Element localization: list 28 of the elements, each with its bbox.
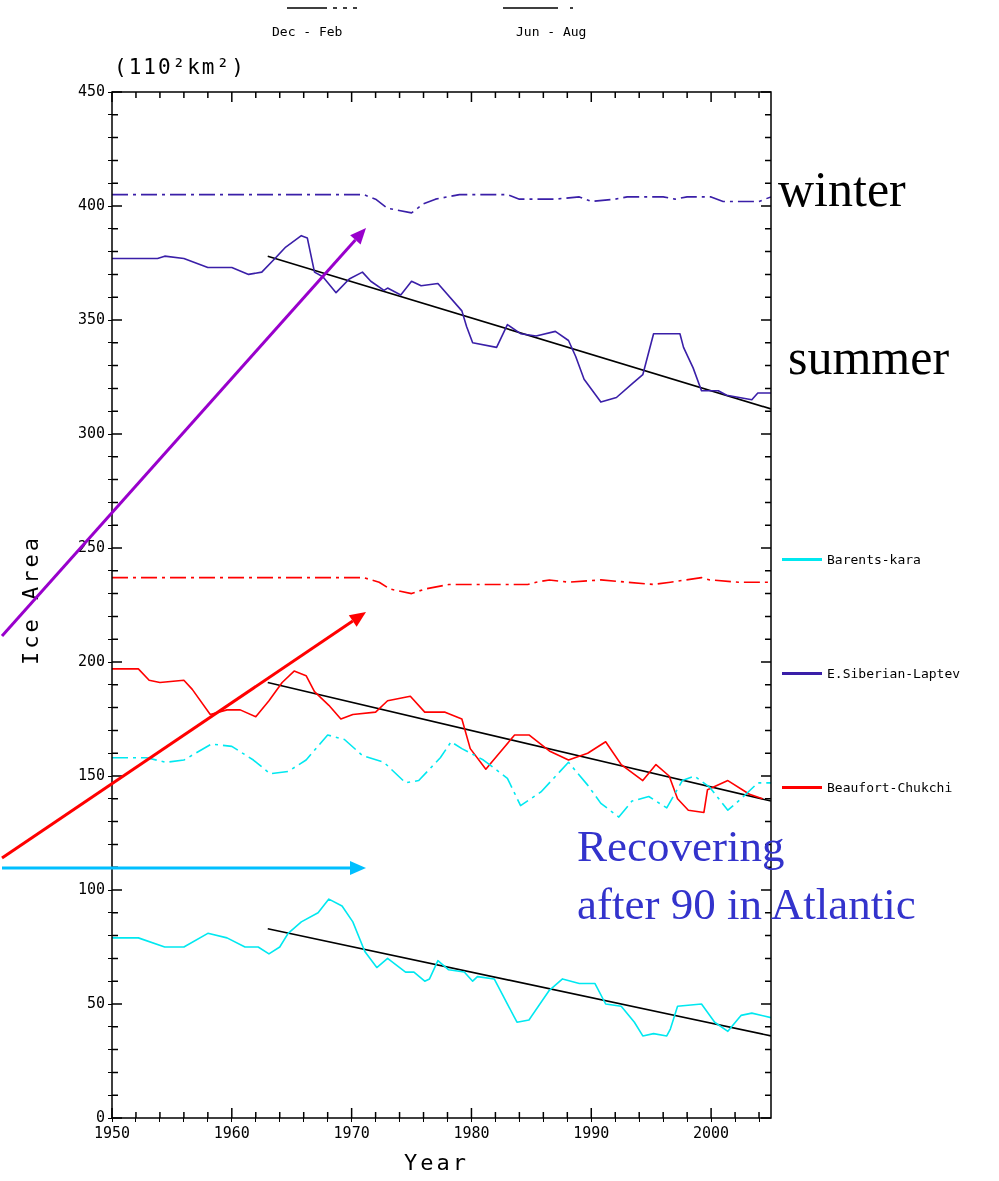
y-axis-title: Ice Area — [17, 535, 43, 665]
y-tick-label: 50 — [86, 993, 105, 1012]
x-tick-label: 1960 — [213, 1123, 250, 1142]
line-series — [112, 734, 771, 818]
text: summer — [788, 328, 950, 386]
x-tick-label: 2000 — [693, 1123, 730, 1142]
y-tick-label: 200 — [77, 651, 105, 670]
line-series — [112, 576, 771, 595]
legend-label: Barents-kara — [827, 552, 921, 567]
y-tick-label: 450 — [77, 81, 105, 100]
y-tick-label: 300 — [77, 423, 105, 442]
y-tick-label: 0 — [95, 1107, 105, 1126]
line-series — [112, 193, 771, 214]
x-tick-label: 1970 — [333, 1123, 370, 1142]
legend-label: Beaufort-Chukchi — [827, 780, 953, 795]
text: winter — [778, 160, 906, 218]
x-tick-label: 1980 — [453, 1123, 490, 1142]
legend-label: E.Siberian-Laptev — [827, 666, 961, 681]
y-tick-label: 350 — [77, 309, 105, 328]
x-tick-label: 1990 — [573, 1123, 610, 1142]
y-tick-label: 100 — [77, 879, 105, 898]
text: (110²km²) — [114, 55, 246, 79]
x-tick-label: 1950 — [93, 1123, 131, 1142]
text: Dec - Feb — [272, 24, 343, 39]
text: Jun - Aug — [516, 24, 587, 39]
y-tick-label: 400 — [77, 195, 105, 214]
x-axis-title: Year — [404, 1150, 469, 1175]
y-tick-label: 150 — [77, 765, 105, 784]
